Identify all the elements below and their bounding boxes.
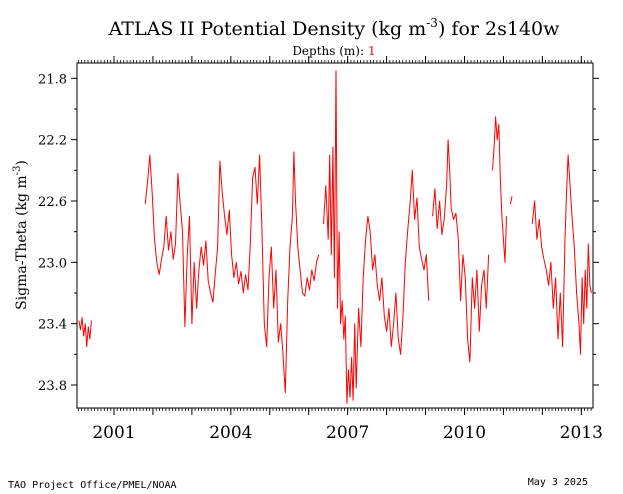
series-segment <box>492 116 507 263</box>
footer-credit: TAO Project Office/PMEL/NOAA <box>8 480 177 491</box>
x-axis-minor-ticks <box>77 60 592 411</box>
svg-text:Depths (m):1: Depths (m): 1 <box>292 44 375 58</box>
series-segment <box>323 70 430 404</box>
title-superscript: -3 <box>426 16 438 30</box>
x-tick-label: 2010 <box>443 423 486 443</box>
y-axis-label-tail: ) <box>14 160 30 165</box>
title-tail: ) for 2s140w <box>438 18 560 40</box>
y-tick-label: 22.6 <box>38 195 67 210</box>
depths-label: Depths (m): <box>292 44 364 58</box>
chart-subtitle: Depths (m): 1 <box>292 44 375 58</box>
y-tick-label: 22.2 <box>38 134 67 149</box>
series-segment <box>531 154 592 355</box>
y-axis-label-main: Sigma-Theta (kg m <box>14 175 30 310</box>
x-tick-label: 2013 <box>560 423 603 443</box>
svg-text:Sigma-Theta (kg m-3): Sigma-Theta (kg m-3) <box>12 160 30 310</box>
y-axis-label: Sigma-Theta (kg m-3) <box>12 160 30 310</box>
svg-text:ATLAS II Potential Density (kg: ATLAS II Potential Density (kg m-3) for … <box>108 16 560 40</box>
chart-title: ATLAS II Potential Density (kg m-3) for … <box>108 16 560 40</box>
y-tick-label: 23.8 <box>38 379 67 394</box>
depths-value: 1 <box>368 44 376 58</box>
series-segment <box>509 196 513 205</box>
y-axis-ticks: 21.8 22.2 22.6 23.0 23.4 23.8 <box>38 72 599 394</box>
footer-date: May 3 2025 <box>528 477 588 488</box>
series-segment <box>144 151 320 394</box>
x-axis-ticks: 2001 2004 2007 2010 2013 <box>92 56 603 443</box>
title-main: ATLAS II Potential Density (kg m <box>108 18 427 40</box>
series-segment <box>78 317 92 348</box>
y-axis-label-superscript: -3 <box>12 166 23 176</box>
x-tick-label: 2004 <box>209 423 252 443</box>
y-tick-label: 23.0 <box>38 256 67 271</box>
x-tick-label: 2001 <box>92 423 135 443</box>
y-tick-label: 21.8 <box>38 72 67 87</box>
y-tick-label: 23.4 <box>38 318 67 333</box>
series-segment <box>432 139 490 363</box>
density-series <box>78 70 592 404</box>
x-tick-label: 2007 <box>326 423 369 443</box>
